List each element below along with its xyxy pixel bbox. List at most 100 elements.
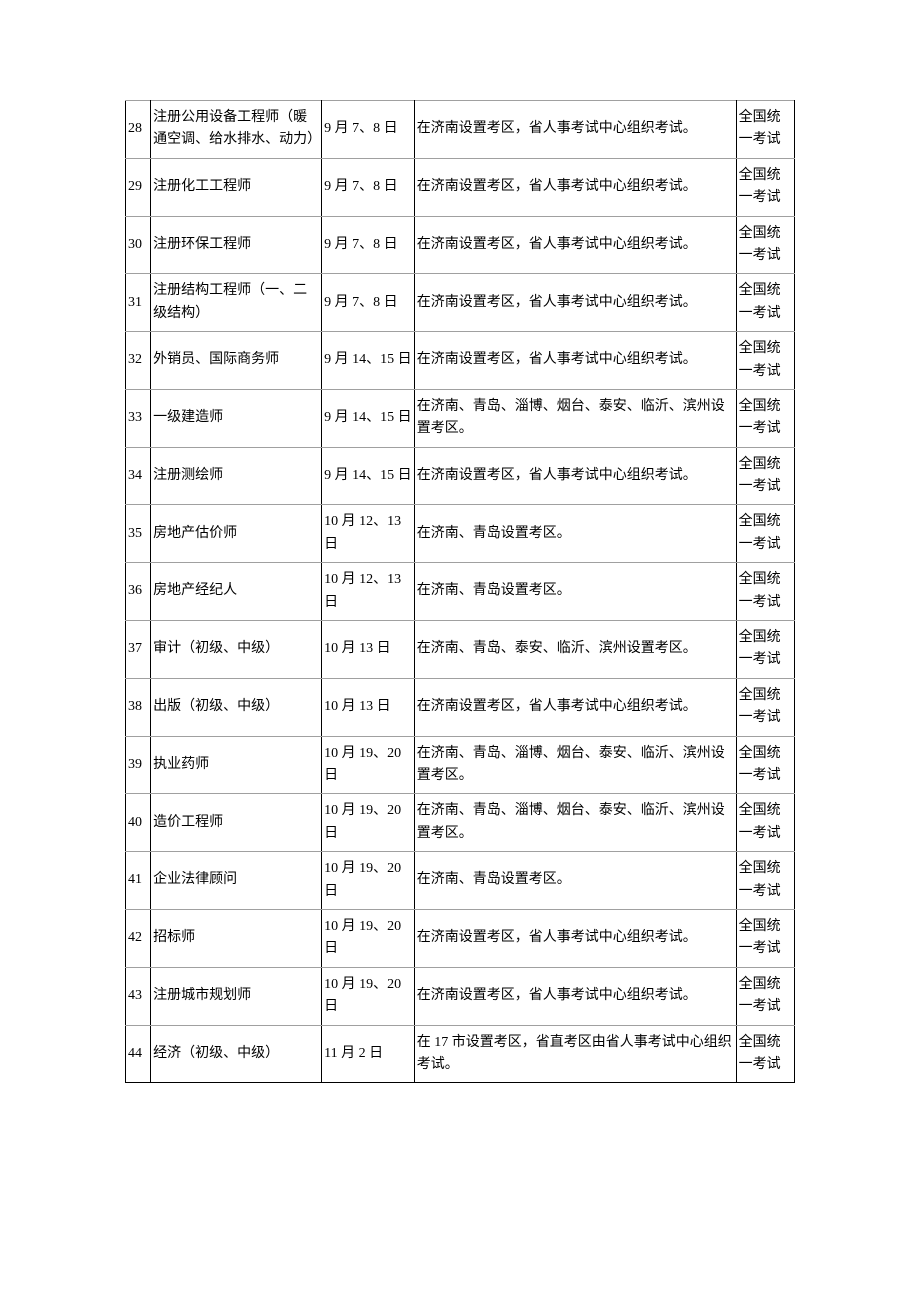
cell-type: 全国统一考试 [736, 216, 794, 274]
cell-no: 35 [126, 505, 151, 563]
cell-date: 9 月 7、8 日 [322, 216, 415, 274]
cell-type: 全国统一考试 [736, 389, 794, 447]
cell-no: 41 [126, 852, 151, 910]
cell-name: 审计（初级、中级） [151, 621, 322, 679]
table-row: 37审计（初级、中级）10 月 13 日在济南、青岛、泰安、临沂、滨州设置考区。… [126, 621, 795, 679]
cell-name: 出版（初级、中级） [151, 678, 322, 736]
cell-date: 10 月 19、20 日 [322, 736, 415, 794]
cell-date: 10 月 19、20 日 [322, 852, 415, 910]
cell-no: 38 [126, 678, 151, 736]
cell-name: 注册环保工程师 [151, 216, 322, 274]
cell-name: 房地产估价师 [151, 505, 322, 563]
cell-name: 执业药师 [151, 736, 322, 794]
cell-name: 造价工程师 [151, 794, 322, 852]
cell-name: 经济（初级、中级） [151, 1025, 322, 1083]
cell-no: 43 [126, 967, 151, 1025]
cell-no: 32 [126, 332, 151, 390]
cell-no: 29 [126, 158, 151, 216]
cell-no: 36 [126, 563, 151, 621]
cell-location: 在济南、青岛、淄博、烟台、泰安、临沂、滨州设置考区。 [414, 389, 736, 447]
cell-location: 在济南设置考区，省人事考试中心组织考试。 [414, 678, 736, 736]
cell-date: 10 月 19、20 日 [322, 794, 415, 852]
cell-type: 全国统一考试 [736, 505, 794, 563]
cell-date: 10 月 12、13 日 [322, 563, 415, 621]
cell-no: 28 [126, 101, 151, 159]
cell-location: 在济南设置考区，省人事考试中心组织考试。 [414, 332, 736, 390]
cell-type: 全国统一考试 [736, 447, 794, 505]
table-row: 38出版（初级、中级）10 月 13 日在济南设置考区，省人事考试中心组织考试。… [126, 678, 795, 736]
cell-type: 全国统一考试 [736, 852, 794, 910]
table-row: 44经济（初级、中级）11 月 2 日在 17 市设置考区，省直考区由省人事考试… [126, 1025, 795, 1083]
table-row: 33一级建造师9 月 14、15 日在济南、青岛、淄博、烟台、泰安、临沂、滨州设… [126, 389, 795, 447]
cell-name: 房地产经纪人 [151, 563, 322, 621]
cell-date: 9 月 7、8 日 [322, 158, 415, 216]
table-row: 39执业药师10 月 19、20 日在济南、青岛、淄博、烟台、泰安、临沂、滨州设… [126, 736, 795, 794]
cell-date: 9 月 7、8 日 [322, 274, 415, 332]
cell-location: 在济南设置考区，省人事考试中心组织考试。 [414, 909, 736, 967]
cell-no: 44 [126, 1025, 151, 1083]
cell-date: 9 月 14、15 日 [322, 332, 415, 390]
cell-location: 在济南设置考区，省人事考试中心组织考试。 [414, 447, 736, 505]
cell-date: 10 月 13 日 [322, 678, 415, 736]
table-row: 40造价工程师10 月 19、20 日在济南、青岛、淄博、烟台、泰安、临沂、滨州… [126, 794, 795, 852]
cell-no: 30 [126, 216, 151, 274]
cell-date: 10 月 19、20 日 [322, 909, 415, 967]
cell-name: 外销员、国际商务师 [151, 332, 322, 390]
table-row: 35房地产估价师10 月 12、13 日在济南、青岛设置考区。全国统一考试 [126, 505, 795, 563]
cell-name: 注册结构工程师（一、二级结构） [151, 274, 322, 332]
cell-no: 33 [126, 389, 151, 447]
cell-location: 在济南、青岛、淄博、烟台、泰安、临沂、滨州设置考区。 [414, 736, 736, 794]
cell-name: 注册化工工程师 [151, 158, 322, 216]
cell-date: 11 月 2 日 [322, 1025, 415, 1083]
table-row: 31注册结构工程师（一、二级结构）9 月 7、8 日在济南设置考区，省人事考试中… [126, 274, 795, 332]
cell-name: 一级建造师 [151, 389, 322, 447]
cell-location: 在 17 市设置考区，省直考区由省人事考试中心组织考试。 [414, 1025, 736, 1083]
table-row: 30注册环保工程师9 月 7、8 日在济南设置考区，省人事考试中心组织考试。全国… [126, 216, 795, 274]
cell-no: 39 [126, 736, 151, 794]
cell-no: 34 [126, 447, 151, 505]
cell-type: 全国统一考试 [736, 158, 794, 216]
cell-date: 10 月 12、13 日 [322, 505, 415, 563]
cell-location: 在济南设置考区，省人事考试中心组织考试。 [414, 274, 736, 332]
cell-type: 全国统一考试 [736, 678, 794, 736]
cell-no: 37 [126, 621, 151, 679]
cell-type: 全国统一考试 [736, 563, 794, 621]
cell-type: 全国统一考试 [736, 274, 794, 332]
cell-date: 10 月 19、20 日 [322, 967, 415, 1025]
table-row: 34注册测绘师9 月 14、15 日在济南设置考区，省人事考试中心组织考试。全国… [126, 447, 795, 505]
table-row: 42招标师10 月 19、20 日在济南设置考区，省人事考试中心组织考试。全国统… [126, 909, 795, 967]
cell-name: 注册城市规划师 [151, 967, 322, 1025]
cell-no: 40 [126, 794, 151, 852]
cell-name: 注册测绘师 [151, 447, 322, 505]
cell-location: 在济南、青岛、淄博、烟台、泰安、临沂、滨州设置考区。 [414, 794, 736, 852]
cell-date: 9 月 7、8 日 [322, 101, 415, 159]
cell-type: 全国统一考试 [736, 736, 794, 794]
table-body: 28注册公用设备工程师（暖通空调、给水排水、动力）9 月 7、8 日在济南设置考… [126, 101, 795, 1083]
cell-location: 在济南设置考区，省人事考试中心组织考试。 [414, 967, 736, 1025]
cell-type: 全国统一考试 [736, 101, 794, 159]
cell-location: 在济南设置考区，省人事考试中心组织考试。 [414, 101, 736, 159]
cell-name: 招标师 [151, 909, 322, 967]
cell-type: 全国统一考试 [736, 967, 794, 1025]
table-row: 41企业法律顾问10 月 19、20 日在济南、青岛设置考区。全国统一考试 [126, 852, 795, 910]
table-row: 29注册化工工程师9 月 7、8 日在济南设置考区，省人事考试中心组织考试。全国… [126, 158, 795, 216]
cell-location: 在济南设置考区，省人事考试中心组织考试。 [414, 216, 736, 274]
cell-type: 全国统一考试 [736, 1025, 794, 1083]
cell-date: 10 月 13 日 [322, 621, 415, 679]
table-row: 28注册公用设备工程师（暖通空调、给水排水、动力）9 月 7、8 日在济南设置考… [126, 101, 795, 159]
cell-type: 全国统一考试 [736, 621, 794, 679]
cell-type: 全国统一考试 [736, 909, 794, 967]
cell-location: 在济南设置考区，省人事考试中心组织考试。 [414, 158, 736, 216]
cell-date: 9 月 14、15 日 [322, 389, 415, 447]
cell-type: 全国统一考试 [736, 794, 794, 852]
table-row: 32外销员、国际商务师9 月 14、15 日在济南设置考区，省人事考试中心组织考… [126, 332, 795, 390]
cell-name: 注册公用设备工程师（暖通空调、给水排水、动力） [151, 101, 322, 159]
cell-location: 在济南、青岛设置考区。 [414, 505, 736, 563]
exam-schedule-table: 28注册公用设备工程师（暖通空调、给水排水、动力）9 月 7、8 日在济南设置考… [125, 100, 795, 1083]
cell-location: 在济南、青岛设置考区。 [414, 852, 736, 910]
table-row: 36房地产经纪人10 月 12、13 日在济南、青岛设置考区。全国统一考试 [126, 563, 795, 621]
cell-location: 在济南、青岛、泰安、临沂、滨州设置考区。 [414, 621, 736, 679]
cell-no: 31 [126, 274, 151, 332]
table-row: 43注册城市规划师10 月 19、20 日在济南设置考区，省人事考试中心组织考试… [126, 967, 795, 1025]
cell-type: 全国统一考试 [736, 332, 794, 390]
